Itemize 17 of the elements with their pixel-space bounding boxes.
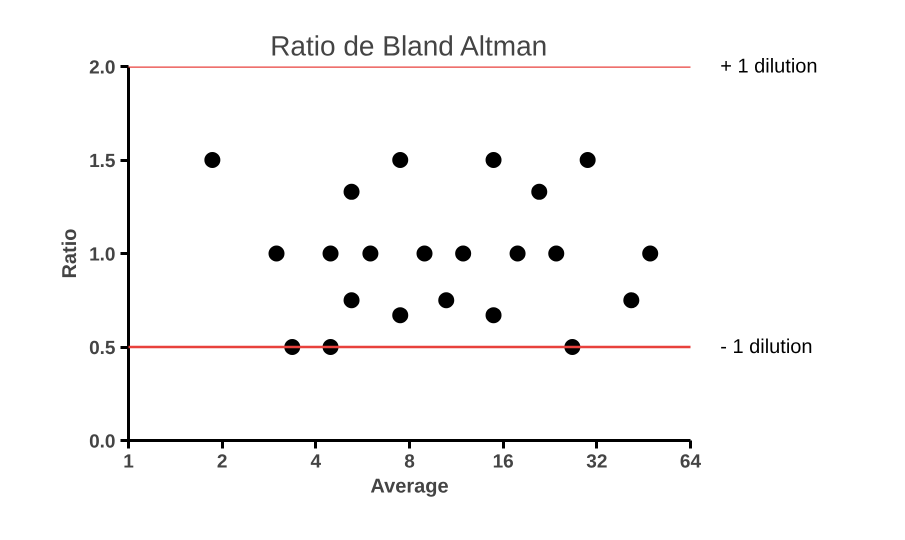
y-tick-label: 0.0 xyxy=(89,432,116,452)
x-tick-label: 32 xyxy=(586,452,608,472)
y-tick-label: 0.5 xyxy=(89,338,116,359)
x-tick-label: 64 xyxy=(680,452,702,472)
y-tick-label: 1.0 xyxy=(89,244,116,266)
x-axis-title: Average xyxy=(370,476,449,498)
x-tick-label: 4 xyxy=(310,452,322,472)
x-tick-label: 2 xyxy=(216,452,228,472)
x-tick-label: 8 xyxy=(404,452,415,472)
ref-line-label: - 1 dilution xyxy=(720,336,813,358)
x-tick-label: 16 xyxy=(492,452,514,472)
x-tick-label: 1 xyxy=(123,452,134,472)
y-tick-label: 1.5 xyxy=(89,151,116,172)
y-axis-title: Ratio xyxy=(59,228,82,278)
ref-line-label: + 1 dilution xyxy=(720,56,818,78)
chart-title: Ratio de Bland Altman xyxy=(270,30,548,62)
y-tick-label: 2.0 xyxy=(89,58,116,78)
